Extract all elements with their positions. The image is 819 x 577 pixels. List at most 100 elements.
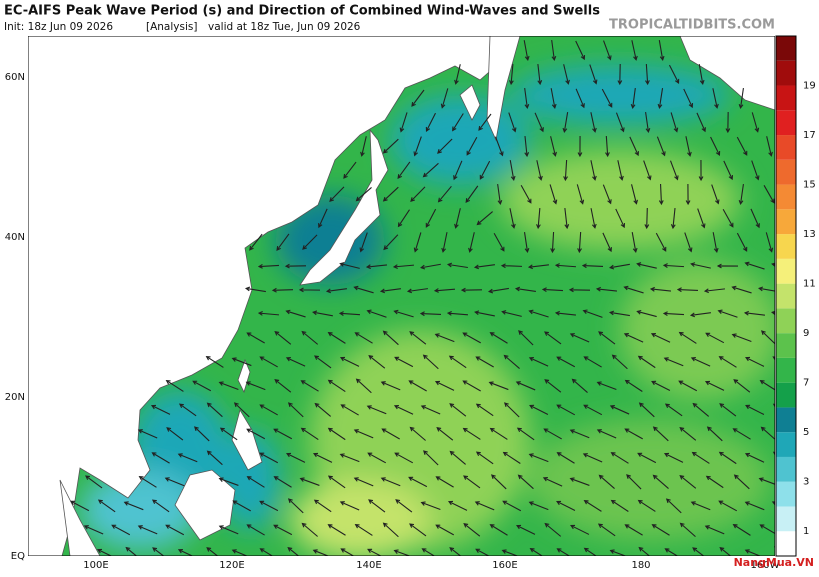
arrow <box>765 232 774 253</box>
arrow <box>314 355 332 369</box>
arrow <box>489 524 508 536</box>
arrow <box>475 451 494 465</box>
arrow <box>733 474 750 490</box>
arrow <box>437 138 453 154</box>
arrow <box>393 404 414 415</box>
arrow <box>698 159 704 182</box>
arrow <box>615 112 625 133</box>
arrow <box>645 63 650 86</box>
arrow <box>409 426 426 441</box>
arrow <box>556 452 575 464</box>
arrow <box>583 500 602 512</box>
arrow <box>610 499 629 512</box>
direction-arrows <box>70 40 775 556</box>
arrow <box>206 450 223 466</box>
arrow <box>617 160 624 181</box>
arrow <box>509 160 516 181</box>
arrow <box>493 232 505 252</box>
arrow <box>602 232 612 253</box>
arrow <box>380 477 401 487</box>
arrow <box>503 402 520 418</box>
arrow <box>536 160 543 181</box>
arrow <box>631 40 638 61</box>
arrow <box>218 477 239 486</box>
arrow <box>731 333 752 343</box>
init-time: Init: 18z Jun 09 2026 <box>4 21 113 33</box>
arrow <box>410 186 426 202</box>
arrow <box>589 64 598 85</box>
colorbar-bin <box>776 234 796 259</box>
arrow <box>745 356 765 367</box>
arrow <box>716 263 739 269</box>
arrow <box>409 331 427 345</box>
arrow <box>447 500 468 511</box>
arrow <box>353 285 374 294</box>
arrow <box>355 378 372 394</box>
arrow <box>354 523 373 536</box>
arrow <box>488 381 509 391</box>
arrow <box>732 428 751 440</box>
arrow <box>690 357 711 367</box>
arrow <box>419 311 442 317</box>
arrow <box>617 63 623 86</box>
arrow <box>151 499 170 513</box>
arrow <box>123 501 144 511</box>
arrow <box>758 477 775 485</box>
arrow <box>205 355 224 368</box>
arrow <box>441 232 448 253</box>
arrow <box>420 501 441 510</box>
arrow <box>96 548 113 556</box>
arrow <box>528 453 549 463</box>
arrow <box>382 330 399 346</box>
arrow <box>544 379 562 393</box>
arrow <box>257 263 280 269</box>
arrow <box>474 310 495 317</box>
arrow <box>479 160 491 180</box>
arrow <box>271 287 294 293</box>
arrow <box>679 522 696 538</box>
arrow <box>609 549 627 556</box>
arrow <box>523 232 530 254</box>
arrow <box>569 429 590 439</box>
arrow <box>413 136 422 157</box>
valid-time: valid at 18z Tue, Jun 09 2026 <box>208 21 361 33</box>
arrow <box>395 499 413 513</box>
arrow <box>731 285 752 294</box>
arrow <box>527 264 549 270</box>
arrow <box>683 88 694 109</box>
arrow <box>312 549 330 556</box>
colorbar-label: 1 <box>803 526 809 537</box>
arrow <box>452 113 464 132</box>
arrow <box>460 287 483 293</box>
arrow <box>285 452 306 463</box>
arrow <box>602 184 612 205</box>
colorbar-bin <box>776 135 796 160</box>
arrow <box>313 499 332 513</box>
arrow <box>368 499 386 513</box>
arrow <box>425 112 436 132</box>
arrow <box>679 427 697 441</box>
arrow <box>760 330 775 345</box>
arrow <box>551 40 557 62</box>
arrow <box>529 404 549 416</box>
colorbar-label: 17 <box>803 130 816 141</box>
arrow <box>590 208 597 229</box>
arrow <box>152 547 165 556</box>
arrow <box>327 475 346 489</box>
arrow <box>663 357 684 367</box>
arrow <box>339 453 360 463</box>
arrow <box>137 525 158 535</box>
arrow <box>285 357 306 367</box>
arrow <box>325 288 347 294</box>
arrow <box>596 429 617 439</box>
arrow <box>550 136 557 157</box>
arrow <box>406 288 428 294</box>
arrow <box>744 501 765 511</box>
colorbar-label: 9 <box>803 328 809 339</box>
colorbar-bin <box>776 110 796 136</box>
arrow <box>300 427 319 441</box>
arrow <box>664 403 683 417</box>
arrow <box>422 354 439 370</box>
arrow <box>644 207 650 230</box>
